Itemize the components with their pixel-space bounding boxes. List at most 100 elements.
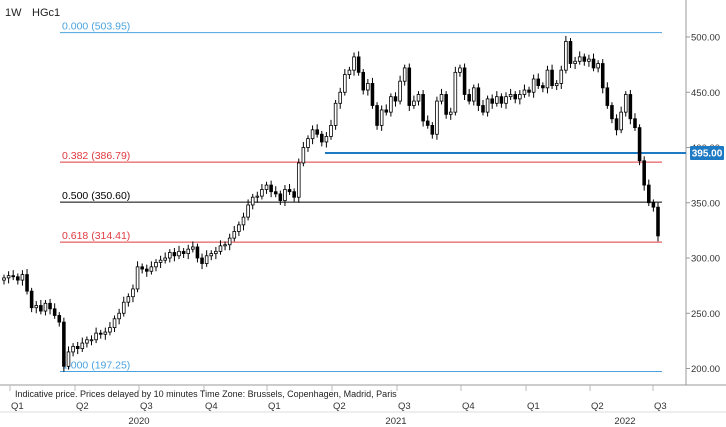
candle-body — [366, 83, 370, 91]
candle-body — [541, 85, 545, 89]
candle-body — [600, 63, 605, 89]
candle-body — [651, 202, 656, 208]
candle-body — [485, 98, 490, 113]
fib-level-label: 1.000 (197.25) — [62, 360, 130, 372]
candle-body — [343, 74, 347, 93]
x-quarter-label: Q1 — [527, 401, 540, 412]
candle-body — [154, 262, 158, 268]
candle-body — [508, 94, 513, 98]
candle-body — [108, 327, 112, 333]
candle-body — [356, 56, 361, 73]
y-tick-label: 350.00 — [691, 198, 720, 209]
candle-body — [370, 83, 375, 106]
current-price-badge: 395.00 — [690, 146, 724, 161]
candle-body — [407, 67, 412, 106]
candle-body — [315, 129, 319, 135]
candle-body — [435, 100, 439, 135]
candle-body — [191, 246, 195, 250]
candle-body — [610, 105, 614, 120]
candle-body — [467, 94, 471, 102]
candle-body — [6, 275, 11, 279]
x-quarter-label: Q2 — [333, 401, 346, 412]
candle-body — [320, 133, 324, 143]
candle-body — [573, 60, 577, 64]
candle-body — [158, 259, 163, 263]
candle-body — [264, 184, 269, 190]
symbol-label[interactable]: HGc1 — [32, 7, 60, 19]
candle-body — [596, 63, 600, 69]
candle-body — [43, 302, 48, 312]
candle-body — [633, 118, 637, 129]
candle-body — [614, 118, 619, 131]
candle-body — [536, 78, 541, 87]
candle-body — [29, 290, 34, 309]
x-quarter-label: Q3 — [654, 401, 667, 412]
candle-body — [637, 127, 642, 162]
candle-body — [531, 78, 536, 93]
candle-body — [338, 91, 342, 104]
candle-body — [495, 96, 499, 104]
x-quarter-label: Q3 — [140, 401, 153, 412]
x-quarter-label: Q4 — [462, 401, 475, 412]
candle-body — [172, 252, 177, 257]
candle-body — [619, 111, 623, 131]
candle-body — [458, 67, 462, 73]
candle-body — [582, 56, 587, 62]
candle-body — [140, 266, 144, 270]
x-quarter-label: Q1 — [268, 401, 281, 412]
candle-body — [522, 89, 527, 95]
candle-body — [278, 193, 283, 201]
current-price-badge-box — [690, 146, 724, 161]
x-quarter-label: Q4 — [205, 401, 218, 412]
candle-body — [591, 58, 596, 69]
candle-body — [214, 250, 218, 254]
candle-body — [329, 125, 333, 137]
candle-body — [310, 129, 315, 140]
candle-body — [471, 87, 476, 102]
candle-body — [448, 111, 453, 115]
y-tick-label: 500.00 — [691, 33, 720, 44]
candle-body — [39, 305, 43, 312]
candle-body — [393, 96, 398, 102]
x-quarter-label: Q1 — [11, 401, 24, 412]
candle-body — [568, 41, 573, 64]
candle-body — [306, 138, 310, 148]
y-tick-label: 300.00 — [691, 254, 720, 265]
candle-body — [131, 288, 135, 298]
candle-body — [11, 275, 15, 278]
candle-body — [80, 342, 85, 350]
candle-body — [255, 195, 260, 198]
candle-body — [66, 351, 71, 367]
y-axis: 200.00250.00300.00350.00400.00450.00500.… — [686, 33, 720, 375]
candle-body — [647, 184, 651, 204]
candle-body — [513, 94, 518, 100]
candle-body — [554, 83, 559, 87]
candle-body — [462, 67, 467, 95]
candle-body — [89, 339, 94, 342]
fibonacci-levels: 0.000 (503.95) 0.382 (386.79) 0.500 (350.6… — [60, 21, 686, 373]
candle-body — [181, 250, 186, 254]
candle-body — [287, 189, 292, 193]
candle-body — [246, 204, 250, 218]
candle-body — [269, 184, 273, 193]
candle-body — [85, 339, 89, 344]
candle-body — [642, 160, 646, 186]
y-tick-label: 450.00 — [691, 88, 720, 99]
candle-body — [126, 296, 131, 303]
fib-level-label: 0.382 (386.79) — [62, 150, 130, 162]
fib-level-label: 0.618 (314.41) — [62, 230, 130, 242]
candle-body — [75, 345, 80, 350]
candle-body — [504, 96, 508, 104]
candle-body — [352, 56, 356, 71]
candle-body — [177, 250, 181, 257]
fib-level-label: 0.000 (503.95) — [62, 21, 130, 33]
grid-layer — [0, 0, 726, 413]
candle-body — [439, 94, 444, 102]
candle-body — [421, 94, 425, 122]
candle-body — [412, 100, 416, 106]
candle-body — [379, 109, 384, 126]
interval-label[interactable]: 1W — [5, 7, 22, 19]
candle-body — [237, 224, 241, 232]
candle-body — [324, 136, 329, 143]
candle-body — [48, 302, 52, 310]
